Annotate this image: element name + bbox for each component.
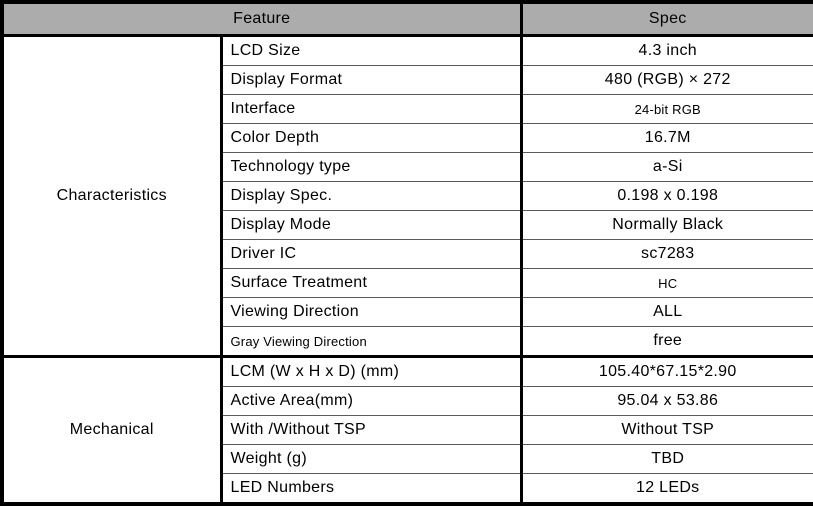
table-row: Gray Viewing Direction free: [2, 326, 813, 357]
spec-cell: Without TSP: [521, 415, 813, 445]
table-row: Viewing Direction ALL: [2, 297, 813, 327]
spec-cell: HC: [521, 268, 813, 298]
section-cell-characteristics: Characteristics: [2, 34, 223, 357]
feature-cell: Display Format: [221, 65, 523, 95]
spec-cell: 105.40*67.15*2.90: [521, 355, 813, 387]
table-row: Driver IC sc7283: [2, 239, 813, 269]
feature-cell: Weight (g): [221, 444, 523, 474]
spec-cell: ALL: [521, 297, 813, 327]
spec-cell: a-Si: [521, 152, 813, 182]
feature-cell: Color Depth: [221, 123, 523, 153]
table-row: Color Depth 16.7M: [2, 123, 813, 153]
feature-cell: LED Numbers: [221, 473, 523, 504]
spec-column-header: Spec: [519, 2, 813, 37]
spec-cell: 0.198 x 0.198: [521, 181, 813, 211]
table-row: Display Spec. 0.198 x 0.198: [2, 181, 813, 211]
section-cell-mechanical: Mechanical: [2, 355, 223, 504]
spec-cell: sc7283: [521, 239, 813, 269]
spec-cell: 95.04 x 53.86: [521, 386, 813, 416]
feature-column-header: Feature: [2, 2, 521, 37]
feature-cell: LCD Size: [221, 34, 523, 66]
feature-cell: Viewing Direction: [221, 297, 523, 327]
feature-cell: Driver IC: [221, 239, 523, 269]
feature-cell: Surface Treatment: [221, 268, 523, 298]
spec-cell: 480 (RGB) × 272: [521, 65, 813, 95]
feature-cell: Display Spec.: [221, 181, 523, 211]
feature-cell: Gray Viewing Direction: [221, 326, 523, 357]
table-row: Active Area(mm) 95.04 x 53.86: [2, 386, 813, 416]
table-row: With /Without TSP Without TSP: [2, 415, 813, 445]
feature-cell: With /Without TSP: [221, 415, 523, 445]
feature-cell: LCM (W x H x D) (mm): [221, 355, 523, 387]
spec-cell: 4.3 inch: [521, 34, 813, 66]
table-row: Surface Treatment HC: [2, 268, 813, 298]
table-row: Technology type a-Si: [2, 152, 813, 182]
table-row: Mechanical LCM (W x H x D) (mm) 105.40*6…: [2, 355, 813, 504]
table-row: Display Format 480 (RGB) × 272: [2, 65, 813, 95]
spec-cell: Normally Black: [521, 210, 813, 240]
table-row: Characteristics LCD Size 4.3 inch: [2, 34, 813, 357]
feature-cell: Display Mode: [221, 210, 523, 240]
spec-cell: 12 LEDs: [521, 473, 813, 504]
header-row: Feature Spec: [2, 2, 813, 37]
spec-cell: 16.7M: [521, 123, 813, 153]
table-row: Interface 24-bit RGB: [2, 94, 813, 124]
spec-cell: free: [521, 326, 813, 357]
feature-cell: Interface: [221, 94, 523, 124]
table-row: Display Mode Normally Black: [2, 210, 813, 240]
spec-cell: 24-bit RGB: [521, 94, 813, 124]
table-row: Weight (g) TBD: [2, 444, 813, 474]
feature-cell: Technology type: [221, 152, 523, 182]
feature-cell: Active Area(mm): [221, 386, 523, 416]
spec-cell: TBD: [521, 444, 813, 474]
